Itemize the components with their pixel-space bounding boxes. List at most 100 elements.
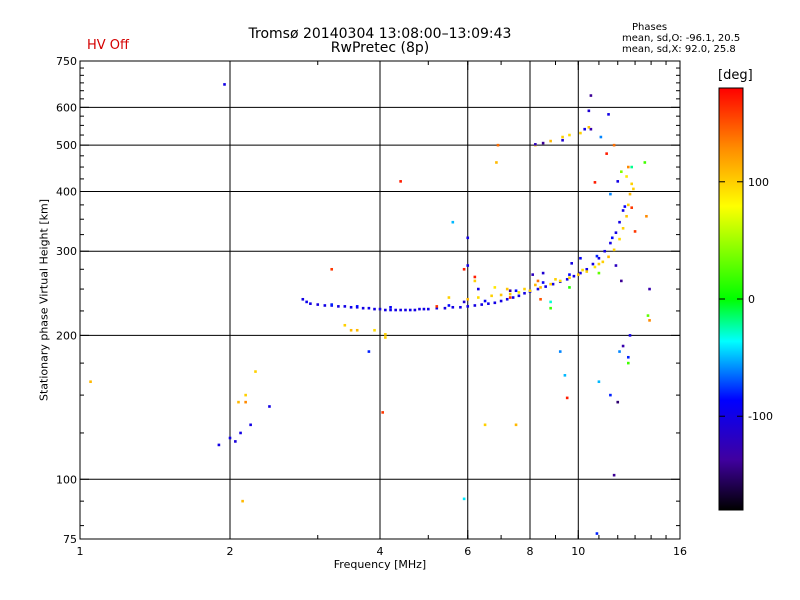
data-point <box>576 273 580 276</box>
data-point <box>597 380 601 384</box>
data-point <box>607 113 610 116</box>
data-point <box>435 306 439 310</box>
x-tick-label: 8 <box>527 545 534 558</box>
data-point <box>499 299 503 303</box>
data-point <box>541 141 545 145</box>
data-point <box>589 94 593 97</box>
data-point <box>568 133 571 137</box>
data-point <box>579 131 582 135</box>
data-point <box>609 192 612 196</box>
data-point <box>554 278 557 281</box>
data-point <box>620 170 623 174</box>
hv-status-label: HV Off <box>87 38 129 53</box>
data-point <box>549 300 552 304</box>
data-point <box>462 267 466 271</box>
data-point <box>621 344 625 348</box>
x-tick-label: 2 <box>227 545 234 558</box>
data-point <box>607 255 610 259</box>
data-point <box>349 305 353 309</box>
data-point <box>378 307 382 311</box>
data-point <box>591 262 595 266</box>
data-point <box>413 308 417 312</box>
data-point <box>505 297 509 301</box>
data-point <box>511 296 515 299</box>
colorbar-tick-label: -100 <box>748 410 773 423</box>
data-point <box>404 308 407 312</box>
data-point <box>330 267 334 271</box>
chart-title: Tromsø 20140304 13:08:00–13:09:43 <box>248 26 512 42</box>
data-point <box>495 161 498 164</box>
data-point <box>466 264 470 267</box>
data-point <box>447 296 451 299</box>
data-point <box>549 282 552 286</box>
data-point <box>618 220 621 224</box>
phases-title: Phases <box>632 22 668 33</box>
data-point <box>589 127 593 131</box>
data-point <box>517 294 521 298</box>
x-tick-label: 6 <box>464 545 471 558</box>
data-point <box>477 296 480 299</box>
data-point <box>426 307 430 311</box>
data-point <box>244 400 247 404</box>
data-point <box>648 287 651 291</box>
y-tick-label: 500 <box>56 139 77 152</box>
data-point <box>399 180 402 183</box>
data-point <box>605 152 608 155</box>
data-point <box>418 307 421 311</box>
data-point <box>531 273 534 276</box>
data-point <box>595 254 599 258</box>
data-point <box>643 161 647 164</box>
data-point <box>628 334 632 337</box>
x-tick-label: 16 <box>673 545 687 558</box>
data-point <box>349 328 353 332</box>
data-point <box>514 423 518 427</box>
data-point <box>523 287 526 291</box>
data-point <box>621 209 625 212</box>
data-point <box>627 203 630 207</box>
data-point <box>534 283 537 287</box>
data-point <box>581 268 584 272</box>
data-point <box>384 333 387 336</box>
data-point <box>451 305 455 309</box>
data-point <box>609 393 612 397</box>
data-point <box>646 314 650 317</box>
y-tick-label: 100 <box>56 473 77 486</box>
data-point <box>630 165 634 169</box>
data-point <box>585 270 589 273</box>
data-point <box>487 302 490 305</box>
data-point <box>568 286 571 289</box>
data-point <box>435 305 439 308</box>
data-point <box>523 291 526 295</box>
y-tick-label: 750 <box>56 55 77 68</box>
data-point <box>316 303 320 306</box>
data-point <box>549 306 552 310</box>
data-point <box>517 291 521 294</box>
data-point <box>473 279 477 283</box>
data-point <box>361 306 365 310</box>
y-tick-label: 400 <box>56 185 77 198</box>
data-point <box>599 135 603 139</box>
data-point <box>330 303 334 306</box>
data-point <box>597 262 601 266</box>
data-point <box>422 307 426 311</box>
axis-ticks: 1 2 4 6 8 10 16 75 100 200 300 400 500 600 750 <box>56 55 687 558</box>
data-point <box>466 305 470 308</box>
data-point <box>237 400 240 404</box>
data-point <box>389 308 392 312</box>
data-point <box>601 260 605 264</box>
data-point <box>367 306 371 310</box>
data-point <box>384 336 387 339</box>
y-tick-label: 75 <box>63 533 77 546</box>
data-point <box>323 304 327 307</box>
data-point <box>234 440 237 443</box>
data-point <box>473 304 477 307</box>
data-point <box>373 328 376 332</box>
grid-lines <box>80 61 680 539</box>
data-point <box>630 182 634 186</box>
y-tick-label: 200 <box>56 329 77 342</box>
data-point <box>630 206 634 209</box>
data-point <box>648 319 651 322</box>
data-point <box>627 355 630 359</box>
data-point <box>612 248 616 252</box>
